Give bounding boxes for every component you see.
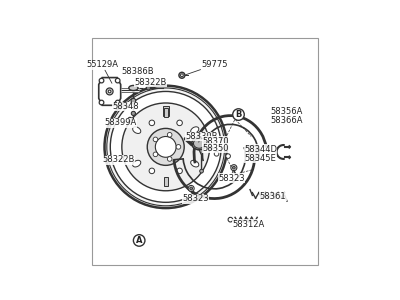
Text: 58361: 58361 [260, 192, 286, 201]
FancyBboxPatch shape [163, 106, 168, 116]
Text: 58370: 58370 [202, 136, 229, 146]
Circle shape [176, 145, 181, 149]
Ellipse shape [194, 139, 205, 148]
Ellipse shape [191, 160, 199, 167]
Circle shape [122, 103, 210, 191]
Text: 58348: 58348 [112, 102, 139, 111]
Text: 58323: 58323 [182, 192, 209, 203]
Circle shape [131, 111, 136, 116]
Text: 58312A: 58312A [233, 219, 265, 229]
Circle shape [149, 168, 155, 174]
Circle shape [147, 128, 184, 165]
Text: B: B [235, 110, 242, 119]
Ellipse shape [133, 127, 141, 134]
Circle shape [131, 98, 136, 103]
Ellipse shape [191, 127, 199, 134]
Circle shape [214, 152, 219, 156]
Circle shape [190, 187, 192, 190]
Circle shape [104, 86, 227, 208]
Circle shape [108, 90, 111, 93]
Polygon shape [99, 78, 121, 105]
Text: 58330B: 58330B [185, 132, 218, 142]
Circle shape [232, 166, 235, 169]
Ellipse shape [192, 137, 207, 150]
Circle shape [180, 74, 183, 77]
Circle shape [228, 217, 233, 222]
Circle shape [226, 154, 230, 158]
Ellipse shape [129, 85, 138, 91]
Text: 58323: 58323 [218, 171, 245, 183]
FancyBboxPatch shape [249, 146, 257, 157]
Circle shape [153, 152, 158, 157]
Circle shape [110, 92, 221, 202]
Circle shape [200, 169, 203, 173]
Text: 58386B: 58386B [122, 67, 154, 79]
Circle shape [133, 235, 145, 246]
Circle shape [107, 88, 225, 206]
Circle shape [155, 136, 176, 157]
Ellipse shape [133, 160, 141, 167]
FancyBboxPatch shape [164, 177, 168, 186]
Circle shape [179, 72, 185, 78]
Circle shape [167, 157, 172, 161]
Circle shape [106, 88, 113, 95]
Circle shape [146, 86, 150, 90]
FancyBboxPatch shape [164, 108, 168, 117]
Text: 58322B: 58322B [134, 78, 167, 87]
Circle shape [167, 133, 172, 137]
Circle shape [149, 120, 155, 126]
Text: 58345E: 58345E [244, 154, 276, 163]
Circle shape [115, 100, 120, 105]
Text: A: A [136, 236, 142, 245]
Text: 58356A: 58356A [271, 106, 303, 117]
Text: 59775: 59775 [186, 60, 228, 75]
Circle shape [153, 137, 158, 142]
Text: 58322B: 58322B [102, 155, 134, 164]
Circle shape [177, 168, 182, 174]
Circle shape [233, 109, 244, 120]
Circle shape [99, 100, 104, 105]
Circle shape [99, 78, 104, 83]
Circle shape [231, 165, 237, 171]
Circle shape [188, 185, 194, 191]
Circle shape [177, 120, 182, 126]
Circle shape [128, 117, 132, 121]
Text: 58350: 58350 [202, 143, 229, 152]
Text: 55129A: 55129A [86, 60, 118, 83]
Text: 58344D: 58344D [244, 145, 277, 154]
Text: 58366A: 58366A [271, 116, 303, 125]
Circle shape [115, 78, 120, 83]
Text: 58399A: 58399A [104, 118, 137, 127]
